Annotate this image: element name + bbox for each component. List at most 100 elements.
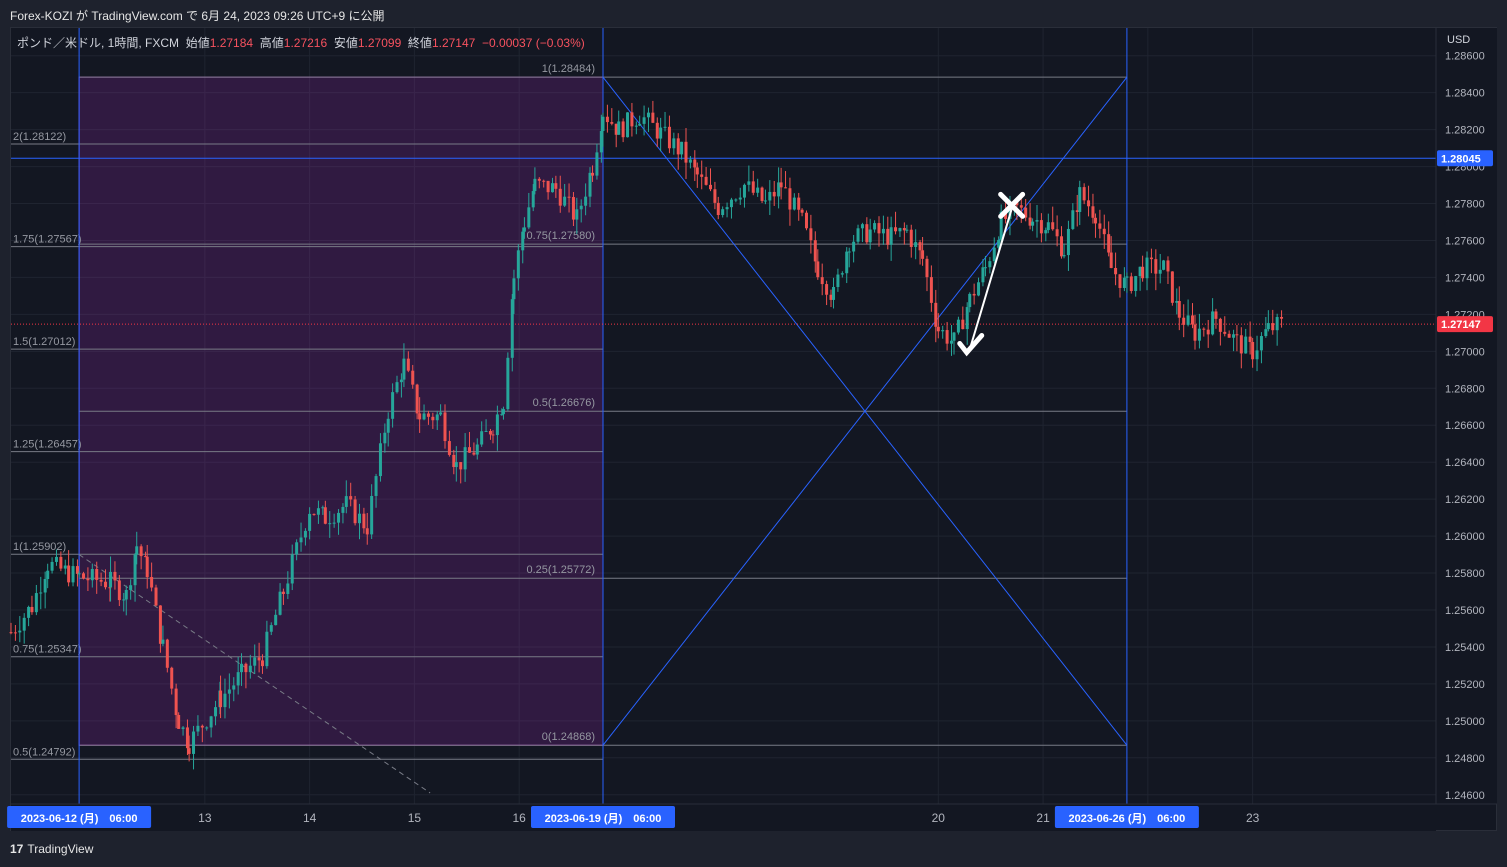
candle-body	[512, 278, 516, 300]
candle-133	[537, 177, 541, 189]
candle-body	[71, 566, 75, 583]
candle-92	[378, 433, 382, 482]
candle-body	[99, 579, 103, 582]
candle-20	[90, 563, 94, 588]
candle-171	[693, 150, 697, 182]
candle-body	[1177, 301, 1181, 318]
x-tick-4: 20	[932, 811, 946, 825]
candle-body	[506, 357, 510, 410]
close-value: 1.27147	[431, 36, 476, 50]
candle-body	[889, 227, 893, 245]
candle-body	[1214, 311, 1218, 319]
x-tick-2: 15	[408, 811, 422, 825]
candle-body	[788, 188, 792, 210]
candle-body	[646, 112, 650, 118]
candle-235	[952, 331, 956, 355]
candle-body	[792, 197, 796, 210]
candle-body	[868, 229, 872, 243]
fib-right-label-0: 1(1.28484)	[542, 63, 595, 75]
candle-body	[852, 241, 856, 252]
candle-189	[768, 180, 772, 215]
candle-289	[1166, 256, 1170, 284]
candle-body	[521, 231, 525, 251]
candle-body	[695, 167, 699, 175]
candle-body	[820, 277, 824, 285]
candle-body	[337, 512, 341, 523]
candle-137	[554, 175, 558, 198]
candle-body	[886, 228, 890, 245]
candle-258	[1044, 227, 1048, 242]
candle-268	[1082, 183, 1086, 205]
candle-body	[1046, 222, 1050, 231]
candle-body	[124, 589, 128, 600]
fib-left-label-1: 1.75(1.27567)	[13, 234, 82, 246]
candle-body	[591, 172, 595, 176]
candle-48	[196, 715, 200, 736]
candle-body	[395, 382, 399, 393]
candle-body	[651, 112, 655, 123]
cross-mark-icon	[998, 191, 1026, 219]
candle-body	[1218, 318, 1222, 332]
candle-body	[546, 180, 550, 193]
candle-body	[1175, 301, 1179, 303]
candle-body	[605, 116, 609, 123]
candle-272	[1098, 209, 1102, 239]
candle-body	[312, 513, 316, 515]
candle-body	[383, 432, 387, 444]
candle-body	[468, 447, 472, 453]
candle-body	[431, 416, 435, 421]
candle-body	[491, 434, 495, 436]
candle-231	[936, 313, 940, 339]
candle-body	[1141, 266, 1145, 279]
level-badge-text: 1.28045	[1441, 153, 1481, 165]
y-tick-8: 1.27000	[1445, 346, 1485, 358]
candle-62	[253, 644, 257, 675]
candle-body	[113, 571, 117, 581]
candle-body	[1138, 266, 1142, 277]
candle-181	[734, 198, 738, 203]
candle-266	[1075, 194, 1079, 227]
candle-body	[829, 294, 833, 300]
candle-103	[422, 404, 426, 421]
candle-body	[39, 592, 43, 594]
x-tick-7: 23	[1246, 811, 1260, 825]
candle-95	[391, 383, 395, 428]
candle-body	[236, 672, 240, 686]
candle-body	[977, 282, 981, 296]
candle-241	[977, 277, 981, 297]
currency-unit[interactable]: USD	[1447, 34, 1471, 46]
candle-body	[756, 187, 760, 193]
candle-body	[918, 242, 922, 251]
candle-body	[599, 131, 603, 153]
candle-61	[248, 654, 252, 679]
candle-body	[328, 523, 332, 525]
candle-body	[777, 182, 781, 197]
candle-body	[406, 358, 410, 371]
candle-body	[700, 174, 704, 177]
candle-body	[1062, 255, 1066, 257]
tradingview-logo[interactable]: 17 TradingView	[10, 842, 93, 856]
candle-134	[542, 179, 546, 188]
candle-7	[39, 576, 43, 610]
candle-209	[847, 247, 851, 268]
candle-38	[158, 605, 162, 653]
candle-77	[316, 500, 320, 524]
candle-131	[531, 184, 535, 212]
candle-body	[676, 138, 680, 155]
candle-149	[601, 112, 605, 147]
candle-85	[349, 482, 353, 507]
candle-299	[1206, 319, 1210, 348]
symbol-label[interactable]: ポンド／米ドル, 1時間, FXCM	[17, 36, 180, 50]
candle-142	[575, 197, 579, 235]
candle-79	[323, 500, 327, 525]
candle-body	[495, 414, 499, 436]
candle-body	[709, 184, 713, 190]
candle-99	[406, 351, 410, 373]
candle-body	[1035, 220, 1039, 222]
candle-89	[365, 512, 369, 545]
candle-body	[357, 513, 361, 524]
candle-294	[1186, 299, 1190, 327]
candle-293	[1182, 304, 1186, 338]
fib-left-label-0: 2(1.28122)	[13, 131, 66, 143]
